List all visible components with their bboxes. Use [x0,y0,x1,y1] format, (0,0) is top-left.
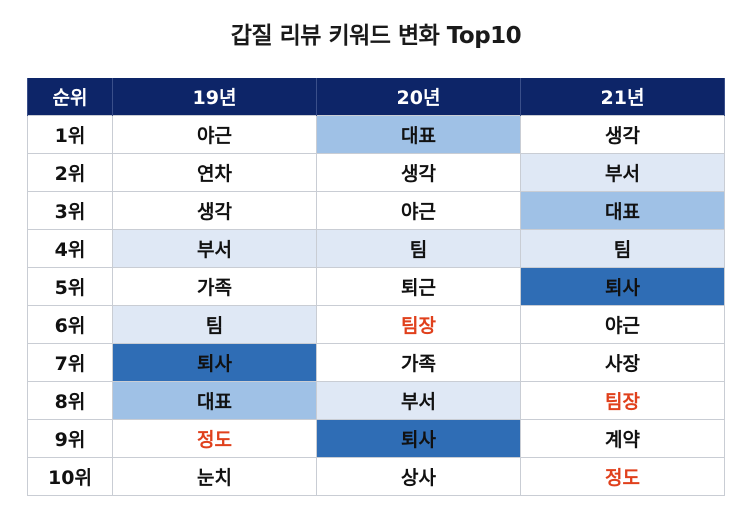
keyword-cell-20: 팀장 [316,305,521,344]
keyword-cell-19: 생각 [112,191,317,230]
keyword-cell-19: 야근 [112,115,317,154]
keyword-cell-19: 부서 [112,229,317,268]
rank-cell: 7위 [27,343,113,382]
table-row: 6위 팀 팀장 야근 [27,305,725,344]
table-row: 4위 부서 팀 팀 [27,229,725,268]
keyword-cell-20: 야근 [316,191,521,230]
table-header-row: 순위 19년 20년 21년 [27,78,725,116]
keyword-cell-21: 계약 [520,419,725,458]
keyword-cell-19: 정도 [112,419,317,458]
keyword-cell-21: 부서 [520,153,725,192]
page-title: 갑질 리뷰 키워드 변화 Top10 [230,23,522,49]
keyword-cell-21: 팀장 [520,381,725,420]
rank-cell: 6위 [27,305,113,344]
rank-cell: 9위 [27,419,113,458]
rank-cell: 3위 [27,191,113,230]
table-row: 10위 눈치 상사 정도 [27,457,725,496]
table-row: 2위 연차 생각 부서 [27,153,725,192]
keyword-cell-20: 생각 [316,153,521,192]
keyword-cell-19: 가족 [112,267,317,306]
header-rank: 순위 [27,78,113,116]
keyword-cell-20: 퇴근 [316,267,521,306]
table-row: 1위 야근 대표 생각 [27,115,725,154]
rank-cell: 2위 [27,153,113,192]
keyword-cell-19: 대표 [112,381,317,420]
keyword-ranking-table: 순위 19년 20년 21년 1위 야근 대표 생각 2위 연차 생각 부서 3… [27,78,725,496]
table-row: 7위 퇴사 가족 사장 [27,343,725,382]
header-year-20: 20년 [316,78,521,116]
keyword-cell-21: 팀 [520,229,725,268]
keyword-cell-21: 사장 [520,343,725,382]
table-row: 8위 대표 부서 팀장 [27,381,725,420]
keyword-cell-19: 연차 [112,153,317,192]
keyword-cell-21: 정도 [520,457,725,496]
keyword-cell-20: 팀 [316,229,521,268]
keyword-cell-21: 야근 [520,305,725,344]
keyword-cell-21: 퇴사 [520,267,725,306]
keyword-cell-20: 대표 [316,115,521,154]
keyword-cell-21: 생각 [520,115,725,154]
table-row: 9위 정도 퇴사 계약 [27,419,725,458]
keyword-cell-19: 눈치 [112,457,317,496]
rank-cell: 8위 [27,381,113,420]
keyword-cell-19: 팀 [112,305,317,344]
keyword-cell-20: 퇴사 [316,419,521,458]
keyword-cell-19: 퇴사 [112,343,317,382]
table-row: 5위 가족 퇴근 퇴사 [27,267,725,306]
table-row: 3위 생각 야근 대표 [27,191,725,230]
rank-cell: 4위 [27,229,113,268]
header-year-21: 21년 [520,78,725,116]
rank-cell: 10위 [27,457,113,496]
keyword-cell-20: 가족 [316,343,521,382]
keyword-cell-21: 대표 [520,191,725,230]
keyword-cell-20: 부서 [316,381,521,420]
keyword-cell-20: 상사 [316,457,521,496]
header-year-19: 19년 [112,78,317,116]
rank-cell: 1위 [27,115,113,154]
rank-cell: 5위 [27,267,113,306]
